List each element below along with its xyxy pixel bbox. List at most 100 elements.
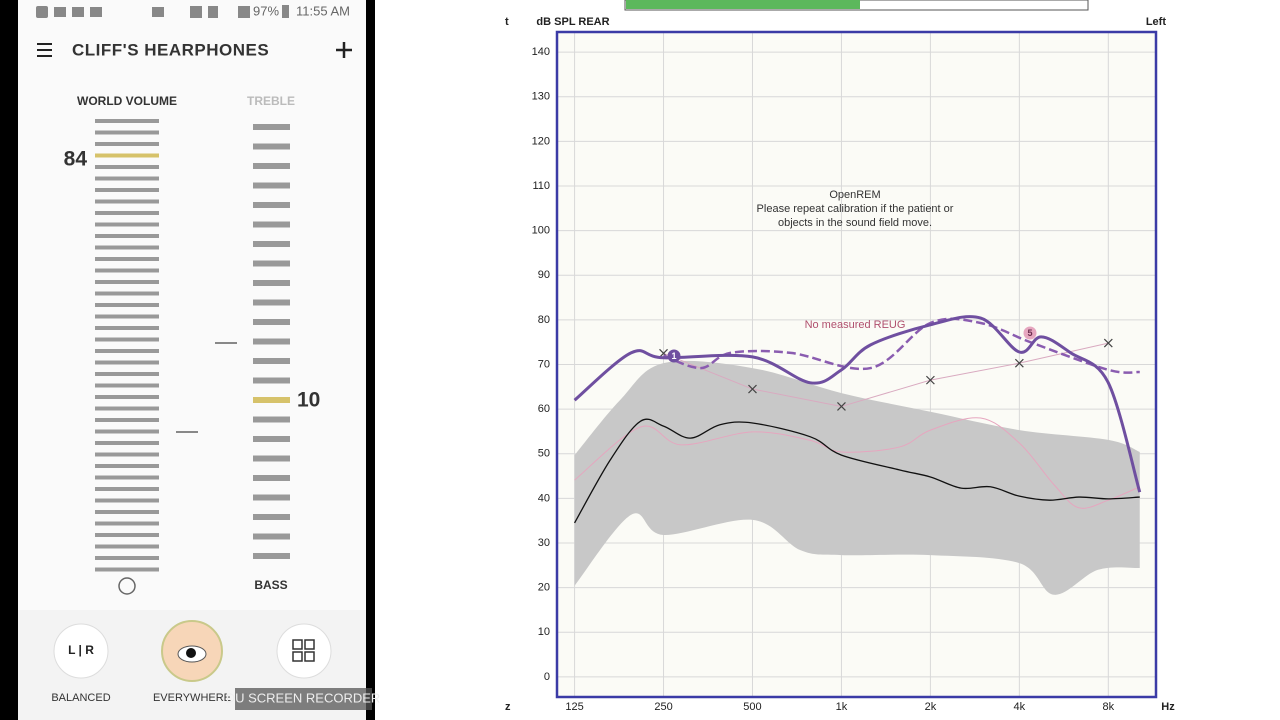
balance-icon: L | R: [68, 643, 94, 657]
slider-step: [95, 291, 159, 296]
slider-step: [253, 260, 290, 267]
slider-step: [95, 475, 159, 480]
slider-step: [253, 533, 290, 540]
range-band: [574, 360, 1140, 595]
button-label: BALANCED: [51, 692, 110, 704]
bezel: [366, 0, 375, 720]
y-tick-label: 130: [532, 91, 550, 103]
y-tick-label: 100: [532, 225, 550, 237]
slider-step: [253, 143, 290, 150]
x-tick-label: 125: [565, 701, 583, 713]
point-marker: [837, 402, 846, 411]
slider-step: [95, 464, 159, 468]
slider-step: [253, 475, 290, 481]
slider-step: [95, 176, 159, 181]
x-tick-label: 1k: [836, 701, 848, 713]
add-button[interactable]: [336, 42, 352, 58]
ear-label: Left: [1146, 16, 1167, 28]
slider-value: 10: [297, 389, 320, 412]
slider-step: [95, 268, 159, 273]
slider-step: [95, 130, 159, 135]
clipped-label: z: [505, 701, 511, 713]
y-tick-label: 110: [532, 180, 550, 192]
slider-step: [95, 452, 159, 457]
slider-step: [95, 188, 159, 192]
slider-step: [253, 241, 290, 247]
y-tick-label: 10: [538, 626, 550, 638]
slider-step: [253, 124, 290, 130]
phone-screen: [18, 0, 366, 720]
slider-step: [95, 142, 159, 146]
slider-step: [95, 544, 159, 549]
slider-step: [95, 395, 159, 399]
y-tick-label: 90: [538, 269, 550, 281]
slider-step: [95, 521, 159, 526]
y-axis-label: dB SPL REAR: [536, 16, 609, 28]
y-tick-label: 20: [538, 582, 550, 594]
point-marker: [1014, 358, 1024, 368]
plot-border: [555, 30, 1158, 699]
slider-step: [253, 182, 290, 189]
slider-step: [253, 280, 290, 286]
slider-step: [253, 338, 290, 345]
slider-step: [95, 372, 159, 376]
point-label: 1: [671, 351, 676, 361]
balance-button[interactable]: [53, 623, 109, 679]
point-badge: [1023, 326, 1037, 340]
mute-icon[interactable]: [118, 577, 136, 595]
point-marker: [1103, 338, 1113, 348]
level-meter-fill: [626, 0, 860, 9]
x-tick-label: 8k: [1103, 701, 1115, 713]
button-label: EVERYWHERE: [153, 692, 231, 704]
chart: 0 10 20 30 40 50 60 70 80 90 100 110 120 130 140 125 250…: [505, 16, 1175, 713]
x-tick-label: 250: [654, 701, 672, 713]
slider-step: [95, 199, 159, 204]
y-tick-label: 80: [538, 314, 550, 326]
menu-button[interactable]: [37, 43, 52, 57]
slider-step: [95, 487, 159, 491]
point-marker: [748, 384, 757, 394]
slider-step: [253, 455, 290, 462]
curve: [574, 418, 1140, 524]
app-title: CLIFF'S HEARPHONES: [72, 40, 269, 59]
y-tick-label: 40: [538, 492, 550, 504]
slider-step: [253, 163, 290, 169]
slider-step: [95, 245, 159, 250]
point-label: 5: [1027, 328, 1032, 338]
y-tick-label: 0: [544, 671, 550, 683]
slider-step: [253, 358, 290, 364]
slider-label: BASS: [254, 578, 287, 592]
clock: 11:55 AM: [296, 3, 350, 18]
slider-label: WORLD VOLUME: [77, 94, 177, 108]
y-tick-label: 70: [538, 358, 550, 370]
sliders[interactable]: [95, 119, 290, 572]
slider-step: [253, 202, 290, 208]
x-axis-label: Hz: [1161, 701, 1175, 713]
bezel: [0, 0, 18, 720]
slider-step: [95, 337, 159, 342]
curve: [574, 417, 1140, 509]
slider-step: [253, 514, 290, 520]
slider-step: [95, 234, 159, 238]
presets-button[interactable]: [276, 623, 332, 679]
slider-step: [95, 153, 159, 158]
point-badge: [667, 349, 681, 363]
slider-step: [95, 222, 159, 227]
slider-step: [253, 494, 290, 501]
y-tick-label: 30: [538, 537, 550, 549]
slider-step: [95, 326, 159, 330]
battery: 97%: [253, 3, 279, 18]
x-tick-label: 500: [743, 701, 761, 713]
y-tick-label: 50: [538, 448, 550, 460]
slider-step: [253, 397, 290, 403]
slider-step: [95, 119, 159, 123]
x-tick-label: 2k: [925, 701, 937, 713]
slider-step: [253, 221, 290, 228]
annotation: Please repeat calibration if the patient…: [757, 203, 954, 215]
slider-step: [253, 299, 290, 306]
slider-step: [95, 314, 159, 319]
y-tick-label: 140: [532, 46, 550, 58]
slider-step: [253, 436, 290, 442]
